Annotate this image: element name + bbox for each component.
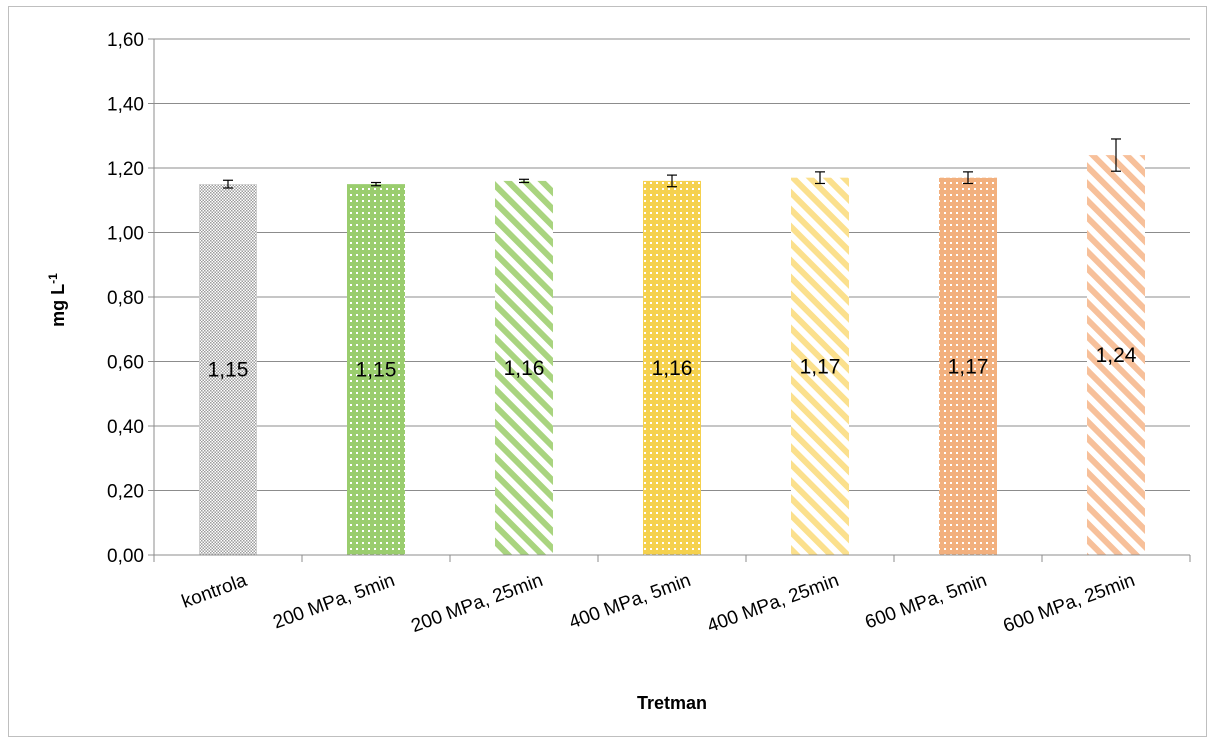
y-tick-label: 0,60 bbox=[107, 353, 144, 374]
x-tick-label: 200 MPa, 25min bbox=[409, 570, 546, 637]
error-bar bbox=[815, 171, 825, 185]
y-tick-label: 0,40 bbox=[107, 417, 144, 438]
data-label: 1,15 bbox=[356, 359, 397, 382]
y-tick-label: 1,00 bbox=[107, 224, 144, 245]
y-tick-label: 1,40 bbox=[107, 95, 144, 116]
y-tick-label: 0,20 bbox=[107, 482, 144, 503]
x-tick-label: 400 MPa, 25min bbox=[705, 570, 842, 637]
axes bbox=[148, 38, 1191, 562]
data-label: 1,17 bbox=[800, 355, 841, 378]
bar bbox=[199, 184, 257, 555]
error-bar bbox=[963, 171, 973, 185]
bar bbox=[939, 177, 997, 556]
y-tick-label: 0,80 bbox=[107, 288, 144, 309]
bars bbox=[199, 138, 1145, 556]
bar bbox=[1087, 155, 1145, 555]
data-label: 1,16 bbox=[652, 357, 693, 380]
y-tick-label: 1,20 bbox=[107, 159, 144, 180]
bar bbox=[643, 180, 701, 555]
bar bbox=[495, 180, 553, 555]
y-tick-label: 0,00 bbox=[107, 546, 144, 567]
data-label: 1,15 bbox=[208, 359, 249, 382]
bar bbox=[791, 177, 849, 556]
y-tick-label: 1,60 bbox=[107, 30, 144, 51]
error-bar bbox=[371, 181, 381, 187]
x-tick-label: 200 MPa, 5min bbox=[270, 570, 397, 633]
error-bar bbox=[519, 178, 529, 184]
error-bar bbox=[667, 174, 677, 188]
error-bar bbox=[1111, 138, 1121, 172]
x-tick-label: 600 MPa, 25min bbox=[1001, 570, 1138, 637]
x-axis-title: Tretman bbox=[637, 693, 707, 713]
error-bar bbox=[223, 179, 233, 189]
data-label: 1,16 bbox=[504, 357, 545, 380]
data-label: 1,17 bbox=[948, 355, 989, 378]
x-tick-label: kontrola bbox=[179, 570, 250, 613]
bar bbox=[347, 184, 405, 555]
x-tick-label: 400 MPa, 5min bbox=[566, 570, 693, 633]
y-axis-title: mg L-1 bbox=[46, 273, 68, 327]
x-tick-label: 600 MPa, 5min bbox=[862, 570, 989, 633]
data-label: 1,24 bbox=[1096, 344, 1137, 367]
